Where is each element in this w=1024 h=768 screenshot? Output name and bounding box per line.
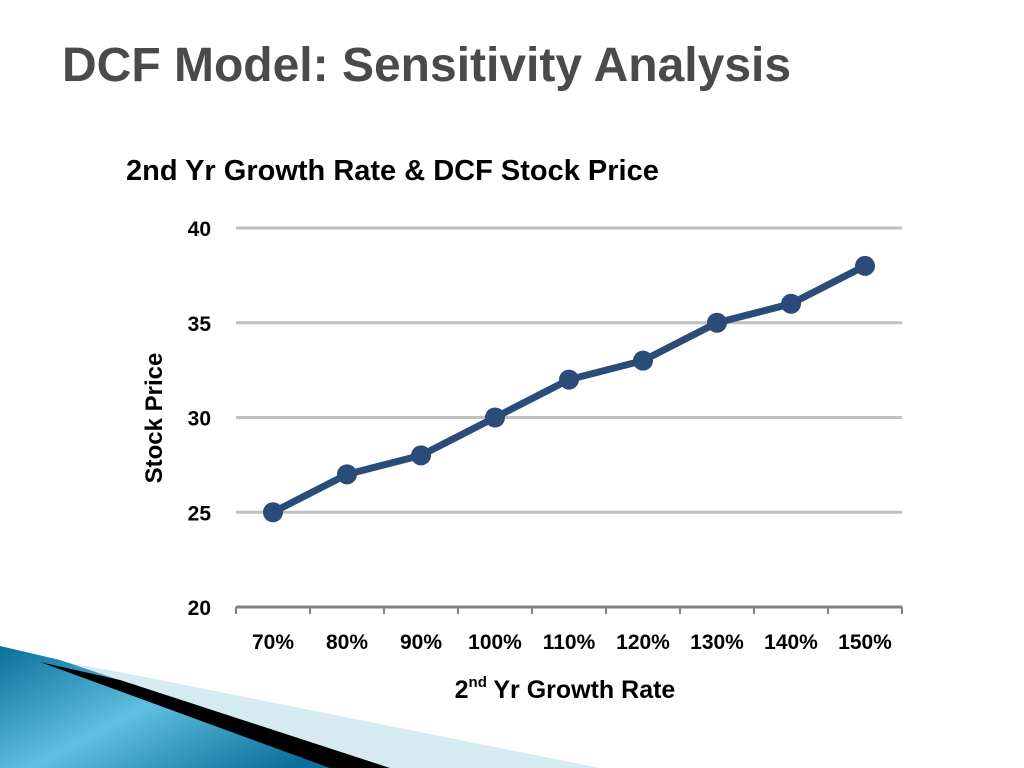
x-tick-label: 70% bbox=[252, 631, 294, 654]
chart-title: 2nd Yr Growth Rate & DCF Stock Price bbox=[126, 155, 659, 187]
slide-title: DCF Model: Sensitivity Analysis bbox=[62, 39, 792, 92]
x-axis bbox=[235, 605, 903, 614]
x-tick-label: 130% bbox=[690, 631, 744, 654]
x-axis-label-rest: Yr Growth Rate bbox=[486, 676, 676, 704]
x-tick-label: 100% bbox=[468, 631, 522, 654]
black-swoosh bbox=[40, 662, 390, 768]
series-line bbox=[263, 255, 875, 523]
y-tick-label: 20 bbox=[188, 597, 211, 620]
y-tick-label: 40 bbox=[188, 218, 211, 241]
x-axis-label-sup: nd bbox=[468, 674, 487, 691]
data-point bbox=[485, 407, 505, 428]
data-point bbox=[411, 445, 431, 466]
data-point bbox=[337, 464, 357, 485]
y-tick-labels: 20 25 30 35 40 bbox=[188, 218, 212, 620]
gridlines bbox=[236, 226, 902, 514]
data-point bbox=[633, 350, 653, 371]
x-tick-label: 110% bbox=[543, 631, 596, 654]
data-point bbox=[855, 255, 875, 276]
x-tick-label: 140% bbox=[764, 631, 818, 654]
data-point bbox=[559, 369, 579, 390]
y-tick-label: 25 bbox=[188, 502, 212, 525]
y-tick-label: 30 bbox=[188, 408, 211, 431]
x-axis-label-num: 2 bbox=[454, 676, 469, 704]
data-point bbox=[781, 293, 801, 314]
x-tick-label: 90% bbox=[400, 631, 442, 654]
x-axis-label: 2nd Yr Growth Rate bbox=[0, 674, 1024, 705]
data-point bbox=[707, 312, 727, 333]
y-axis-label: Stock Price bbox=[141, 353, 168, 484]
x-tick-labels: 70% 80% 90% 100% 110% 120% 130% 140% 150% bbox=[252, 631, 892, 654]
x-tick-label: 80% bbox=[326, 631, 368, 654]
data-point bbox=[263, 502, 283, 523]
y-tick-label: 35 bbox=[188, 313, 212, 336]
x-tick-label: 150% bbox=[838, 631, 892, 654]
x-tick-label: 120% bbox=[616, 631, 670, 654]
